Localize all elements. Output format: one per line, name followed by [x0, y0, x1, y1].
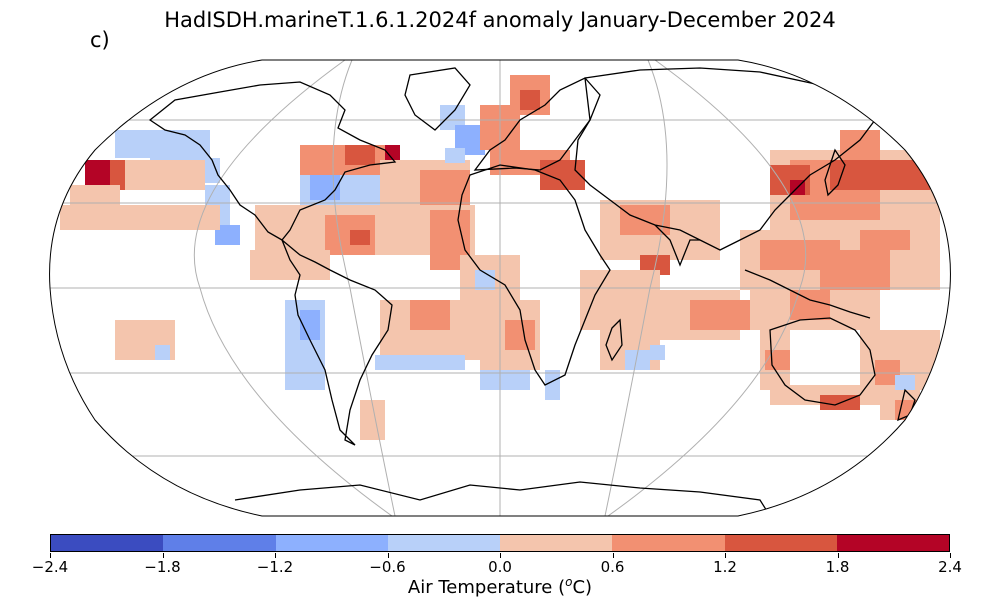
meridian-120e	[607, 60, 807, 516]
globe-outline	[49, 59, 951, 517]
anomaly-cell	[445, 148, 465, 163]
map-title: HadISDH.marineT.1.6.1.2024f anomaly Janu…	[164, 8, 836, 32]
colorbar-segment	[612, 535, 725, 551]
anomaly-cell	[895, 375, 915, 390]
anomaly-cell	[620, 205, 670, 235]
india	[654, 224, 700, 267]
anomaly-cell	[860, 230, 910, 250]
anomaly-cell	[300, 310, 320, 340]
colorbar-tick-label: −2.4	[31, 558, 69, 576]
colorbar-segment	[275, 535, 388, 551]
anomaly-cell	[350, 230, 370, 245]
anomaly-cell	[840, 130, 880, 160]
anomaly-cell	[250, 250, 330, 280]
colorbar-tick-label: −1.8	[144, 558, 181, 576]
anomaly-cell	[520, 90, 540, 110]
colorbar-label-prefix: Air Temperature (	[407, 577, 566, 598]
anomaly-cell	[60, 205, 220, 230]
anomaly-cell	[215, 225, 240, 245]
colorbar-tick-label: 2.4	[938, 558, 962, 576]
colorbar-segment	[387, 535, 500, 551]
graticule	[49, 60, 951, 516]
panel-label: c)	[90, 28, 110, 52]
colorbar-tick-label: 0.6	[600, 558, 625, 576]
anomaly-cell	[650, 345, 665, 360]
colorbar-label-degree: o	[565, 575, 573, 589]
colorbar-segment	[500, 535, 613, 551]
anomaly-cell	[125, 160, 205, 190]
colorbar-tick	[837, 553, 839, 558]
australia	[769, 317, 876, 406]
europe	[473, 77, 601, 171]
meridian-60w	[332, 60, 396, 516]
anomaly-cell	[895, 400, 925, 420]
coastlines	[148, 67, 916, 516]
colorbar	[50, 534, 950, 552]
colorbar-tick	[612, 553, 614, 558]
madagascar	[605, 318, 623, 362]
colorbar-tick-label: 0.0	[488, 558, 512, 576]
colorbar-tick-label: −1.2	[256, 558, 294, 576]
anomaly-cell	[155, 345, 170, 360]
africa	[457, 164, 611, 386]
anomaly-cell	[820, 250, 890, 290]
anomaly-cell	[480, 370, 530, 390]
anomaly-cell	[110, 160, 125, 190]
anomaly-cell	[115, 130, 210, 158]
colorbar-label: Air Temperature (oC)	[0, 575, 1000, 598]
meridian-60e	[604, 60, 668, 516]
colorbar-tick-label: −0.6	[369, 558, 406, 576]
anomaly-cell	[545, 370, 560, 400]
meridian-120w	[193, 60, 393, 516]
anomaly-cell	[375, 355, 465, 370]
anomaly-cell	[505, 320, 535, 350]
north-america	[148, 81, 397, 241]
colorbar-tick	[387, 553, 389, 558]
anomaly-cell	[310, 175, 340, 200]
anomaly-cell	[385, 145, 400, 160]
anomaly-cell	[790, 290, 830, 320]
colorbar-tick	[50, 553, 51, 558]
colorbar-tick	[725, 553, 726, 558]
colorbar-segment	[163, 535, 276, 551]
greenland	[404, 67, 471, 131]
anomaly-cell	[410, 300, 450, 330]
indonesia	[744, 269, 871, 319]
south-america	[281, 239, 393, 446]
colorbar-segment	[836, 535, 949, 551]
colorbar-segment	[724, 535, 837, 551]
anomaly-cell	[370, 425, 385, 440]
anomaly-cell	[765, 350, 790, 370]
anomaly-cell	[70, 185, 120, 205]
colorbar-tick	[500, 553, 501, 558]
anomaly-cell	[420, 170, 470, 210]
anomaly-cell	[345, 145, 375, 165]
anomaly-cell	[475, 270, 495, 290]
colorbar-tick-label: 1.2	[713, 558, 737, 576]
colorbar-tick	[275, 553, 276, 558]
colorbar-tick-label: 1.8	[825, 558, 850, 576]
antarctica	[234, 481, 771, 516]
anomaly-cell	[830, 160, 930, 190]
colorbar-segment	[51, 535, 164, 551]
colorbar-tick	[162, 553, 164, 558]
japan	[824, 148, 846, 197]
colorbar-label-suffix: C)	[572, 577, 593, 598]
anomaly-cell	[625, 350, 650, 370]
anomaly-map	[49, 59, 951, 517]
colorbar-tick	[950, 553, 951, 558]
